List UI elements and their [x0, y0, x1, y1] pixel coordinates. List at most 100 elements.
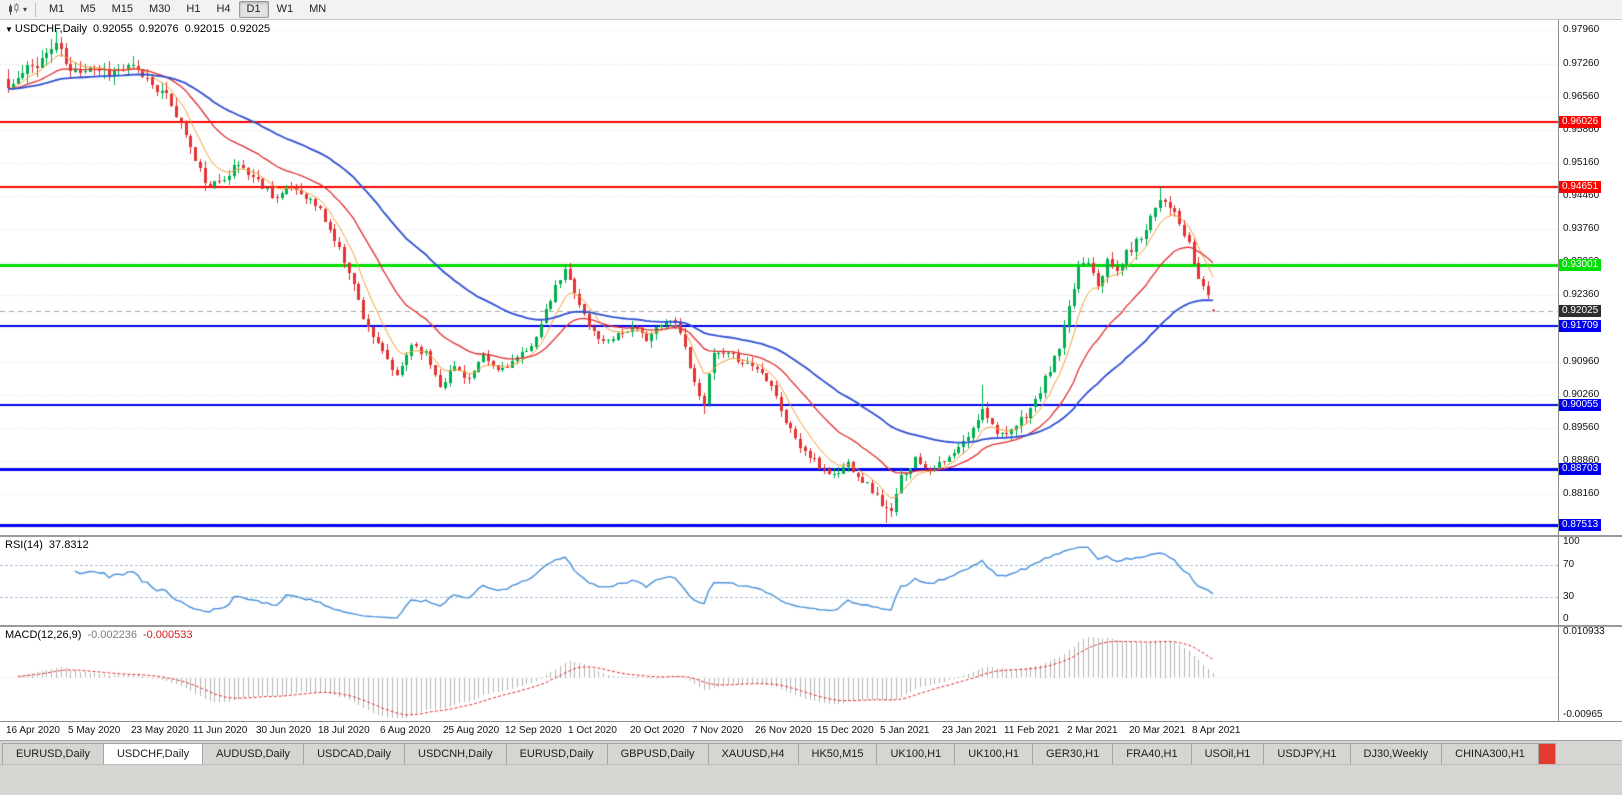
price-tick-label: 0.90260 — [1563, 388, 1600, 400]
low-value: 0.92015 — [184, 23, 225, 35]
level-price-label: 0.91709 — [1559, 320, 1602, 333]
timeframe-button-m15[interactable]: M15 — [104, 1, 141, 18]
timeframe-button-m5[interactable]: M5 — [72, 1, 103, 18]
timeframe-button-mn[interactable]: MN — [301, 1, 334, 18]
date-label: 15 Dec 2020 — [817, 725, 874, 736]
rsi-canvas[interactable] — [0, 537, 1558, 625]
date-label: 2 Mar 2021 — [1067, 725, 1118, 736]
date-label: 7 Nov 2020 — [692, 725, 744, 736]
toolbar-separator — [35, 2, 37, 17]
timeframe-button-d1[interactable]: D1 — [238, 1, 269, 18]
macd-main-value: -0.002236 — [87, 629, 137, 641]
date-label: 23 Jan 2021 — [942, 725, 998, 736]
high-value: 0.92076 — [138, 23, 179, 35]
tab-hk50-m15[interactable]: HK50,M15 — [797, 743, 878, 764]
chart-type-button[interactable]: ▾ — [4, 2, 30, 17]
tab-audusd-daily[interactable]: AUDUSD,Daily — [202, 743, 305, 764]
timeframe-button-m1[interactable]: M1 — [41, 1, 72, 18]
macd-canvas[interactable] — [0, 627, 1558, 721]
rsi-name: RSI(14) — [5, 539, 43, 551]
price-axis[interactable]: 0.97960 0.97260 0.96560 0.95860 0.95160 0.944… — [1558, 20, 1622, 535]
date-label: 1 Oct 2020 — [568, 725, 617, 736]
price-tick-label: 0.95160 — [1563, 156, 1600, 168]
level-price-label: 0.87513 — [1559, 518, 1602, 531]
tab-usdcnh-daily[interactable]: USDCNH,Daily — [404, 743, 507, 764]
macd-name: MACD(12,26,9) — [5, 629, 82, 641]
macd-label: MACD(12,26,9) -0.002236 -0.000533 — [5, 629, 193, 641]
current-price-label: 0.92025 — [1559, 305, 1602, 318]
status-bar — [0, 764, 1622, 795]
rsi-tick-label: 100 — [1563, 537, 1580, 547]
tab-xauusd-h4[interactable]: XAUUSD,H4 — [707, 743, 799, 764]
price-plot: ▼ USDCHF,Daily 0.92055 0.92076 0.92015 0… — [0, 20, 1558, 535]
date-label: 8 Apr 2021 — [1192, 725, 1241, 736]
timeframe-button-m30[interactable]: M30 — [141, 1, 178, 18]
price-tick-label: 0.92360 — [1563, 289, 1600, 301]
timeframe-button-h4[interactable]: H4 — [208, 1, 238, 18]
date-label: 20 Oct 2020 — [630, 725, 685, 736]
rsi-value: 37.8312 — [48, 539, 89, 551]
panel-splitter-2[interactable] — [0, 625, 1622, 627]
price-tick-label: 0.93760 — [1563, 223, 1600, 235]
level-price-label: 0.93001 — [1559, 259, 1602, 272]
date-label: 20 Mar 2021 — [1129, 725, 1186, 736]
price-tick-label: 0.97960 — [1563, 24, 1600, 36]
date-label: 5 Jan 2021 — [880, 725, 930, 736]
tab-usdjpy-h1[interactable]: USDJPY,H1 — [1263, 743, 1351, 764]
price-chart-canvas[interactable] — [0, 20, 1558, 535]
collapse-arrow-icon[interactable]: ▼ — [5, 24, 13, 34]
level-price-label: 0.88703 — [1559, 462, 1602, 475]
timeframe-button-h1[interactable]: H1 — [178, 1, 208, 18]
chart-tabs: EURUSD,Daily USDCHF,Daily AUDUSD,Daily USDC… — [0, 740, 1622, 764]
date-label: 11 Jun 2020 — [193, 725, 248, 736]
open-value: 0.92055 — [93, 23, 133, 35]
rsi-axis: 100 70 30 0 — [1558, 537, 1622, 625]
tab-usdcad-daily[interactable]: USDCAD,Daily — [303, 743, 406, 764]
tab-ger30-h1[interactable]: GER30,H1 — [1032, 743, 1114, 764]
macd-axis: 0.010933 -0.00965 — [1558, 627, 1622, 721]
price-tick-label: 0.94460 — [1563, 190, 1600, 202]
rsi-plot: RSI(14) 37.8312 — [0, 537, 1558, 625]
tab-usoil-h1[interactable]: USOil,H1 — [1190, 743, 1265, 764]
date-axis: 16 Apr 2020 5 May 2020 23 May 2020 11 Jun 2… — [0, 721, 1622, 740]
price-tick-label: 0.90960 — [1563, 355, 1600, 367]
close-value: 0.92025 — [230, 23, 271, 35]
macd-tick-label: -0.00965 — [1563, 709, 1603, 720]
tab-gbpusd-daily[interactable]: GBPUSD,Daily — [606, 743, 709, 764]
tab-fra40-h1[interactable]: FRA40,H1 — [1112, 743, 1192, 764]
date-label: 5 May 2020 — [68, 725, 121, 736]
panel-splitter[interactable] — [0, 535, 1622, 537]
date-label: 16 Apr 2020 — [6, 725, 60, 736]
level-price-label: 0.94651 — [1559, 181, 1602, 194]
macd-panel: MACD(12,26,9) -0.002236 -0.000533 0.0109… — [0, 627, 1622, 721]
timeframe-button-w1[interactable]: W1 — [269, 1, 302, 18]
price-tick-label: 0.88160 — [1563, 488, 1600, 500]
rsi-tick-label: 30 — [1563, 591, 1575, 602]
date-label: 25 Aug 2020 — [443, 725, 500, 736]
tab-eurusd-daily[interactable]: EURUSD,Daily — [505, 743, 608, 764]
tab-uk100-h1[interactable]: UK100,H1 — [876, 743, 956, 764]
tab-china300-h1[interactable]: CHINA300,H1 — [1441, 743, 1539, 764]
tab-eurusd-daily[interactable]: EURUSD,Daily — [2, 743, 104, 764]
level-price-label: 0.96026 — [1559, 115, 1602, 128]
macd-plot: MACD(12,26,9) -0.002236 -0.000533 — [0, 627, 1558, 721]
rsi-tick-label: 0 — [1563, 613, 1569, 624]
date-label: 11 Feb 2021 — [1004, 725, 1060, 736]
tab-usdchf-daily[interactable]: USDCHF,Daily — [102, 743, 204, 764]
tab-uk100-h1[interactable]: UK100,H1 — [954, 743, 1034, 764]
level-price-label: 0.90055 — [1559, 398, 1602, 411]
tab-partial[interactable] — [1537, 743, 1556, 764]
date-label: 26 Nov 2020 — [755, 725, 812, 736]
rsi-tick-label: 70 — [1563, 559, 1575, 570]
price-tick-label: 0.95860 — [1563, 123, 1600, 135]
timeframe-toolbar: ▾ M1 M5 M15 M30 H1 H4 D1 W1 MN — [0, 0, 1622, 20]
date-label: 12 Sep 2020 — [505, 725, 562, 736]
chevron-down-icon: ▾ — [23, 4, 28, 14]
macd-tick-label: 0.010933 — [1563, 627, 1605, 637]
candlestick-chart-icon — [9, 3, 19, 15]
price-tick-label: 0.97260 — [1563, 57, 1600, 69]
price-chart-panel: ▼ USDCHF,Daily 0.92055 0.92076 0.92015 0… — [0, 20, 1622, 535]
chart-ohlc-label: ▼ USDCHF,Daily 0.92055 0.92076 0.92015 0… — [5, 23, 270, 35]
date-label: 23 May 2020 — [131, 725, 189, 736]
tab-dj30-weekly[interactable]: DJ30,Weekly — [1349, 743, 1443, 764]
